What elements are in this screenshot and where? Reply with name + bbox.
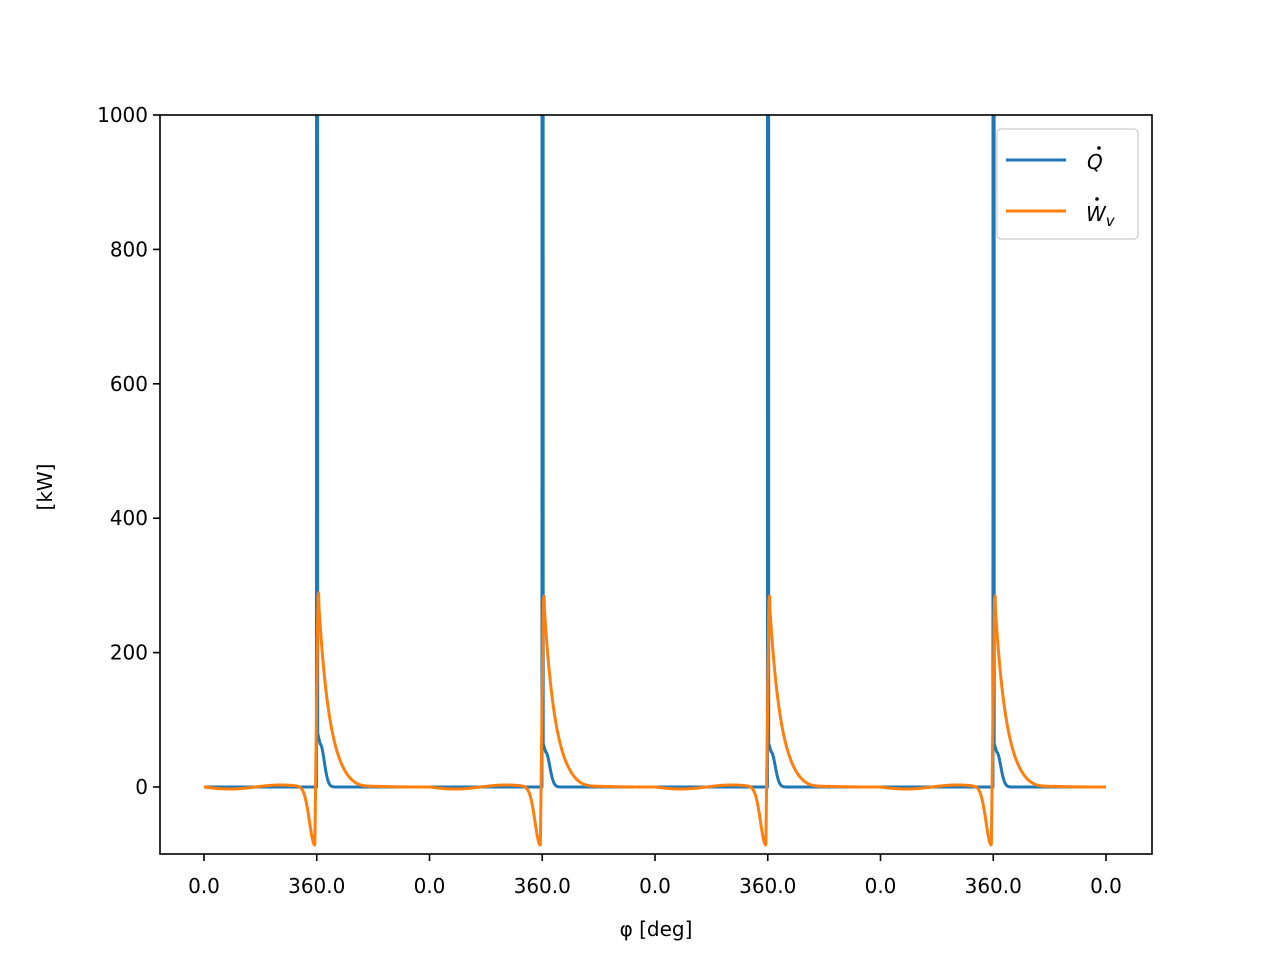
x-tick-label: 0.0 (414, 874, 446, 898)
y-tick-label: 1000 (97, 103, 148, 127)
dot-accent-icon (1095, 197, 1099, 201)
x-tick-label: 0.0 (639, 874, 671, 898)
x-axis-label: φ [deg] (620, 917, 693, 941)
x-tick-label: 0.0 (188, 874, 220, 898)
y-axis-label: [kW] (33, 464, 57, 511)
series-wv-line (202, 591, 1108, 847)
y-tick-label: 0 (135, 775, 148, 799)
legend-label-q: Q (1087, 150, 1103, 174)
x-tick-label: 0.0 (1090, 874, 1122, 898)
legend: Q Wv (996, 128, 1139, 240)
x-tick-label: 0.0 (865, 874, 897, 898)
plot-area (202, 115, 1108, 847)
x-tick-label: 360.0 (288, 874, 345, 898)
y-axis: 0 200 400 600 800 1000 (97, 103, 160, 799)
legend-box (996, 128, 1139, 240)
axes-frame (159, 114, 1153, 855)
y-tick-label: 200 (110, 641, 148, 665)
y-tick-label: 600 (110, 372, 148, 396)
legend-label-wv: Wv (1086, 202, 1116, 230)
y-tick-label: 800 (110, 237, 148, 261)
y-tick-label: 400 (110, 506, 148, 530)
x-tick-label: 360.0 (739, 874, 796, 898)
x-tick-label: 360.0 (514, 874, 571, 898)
dot-accent-icon (1097, 146, 1101, 150)
x-tick-label: 360.0 (965, 874, 1022, 898)
x-axis: 0.0 360.0 0.0 360.0 0.0 360.0 0.0 360.0 0.0 (188, 854, 1122, 898)
